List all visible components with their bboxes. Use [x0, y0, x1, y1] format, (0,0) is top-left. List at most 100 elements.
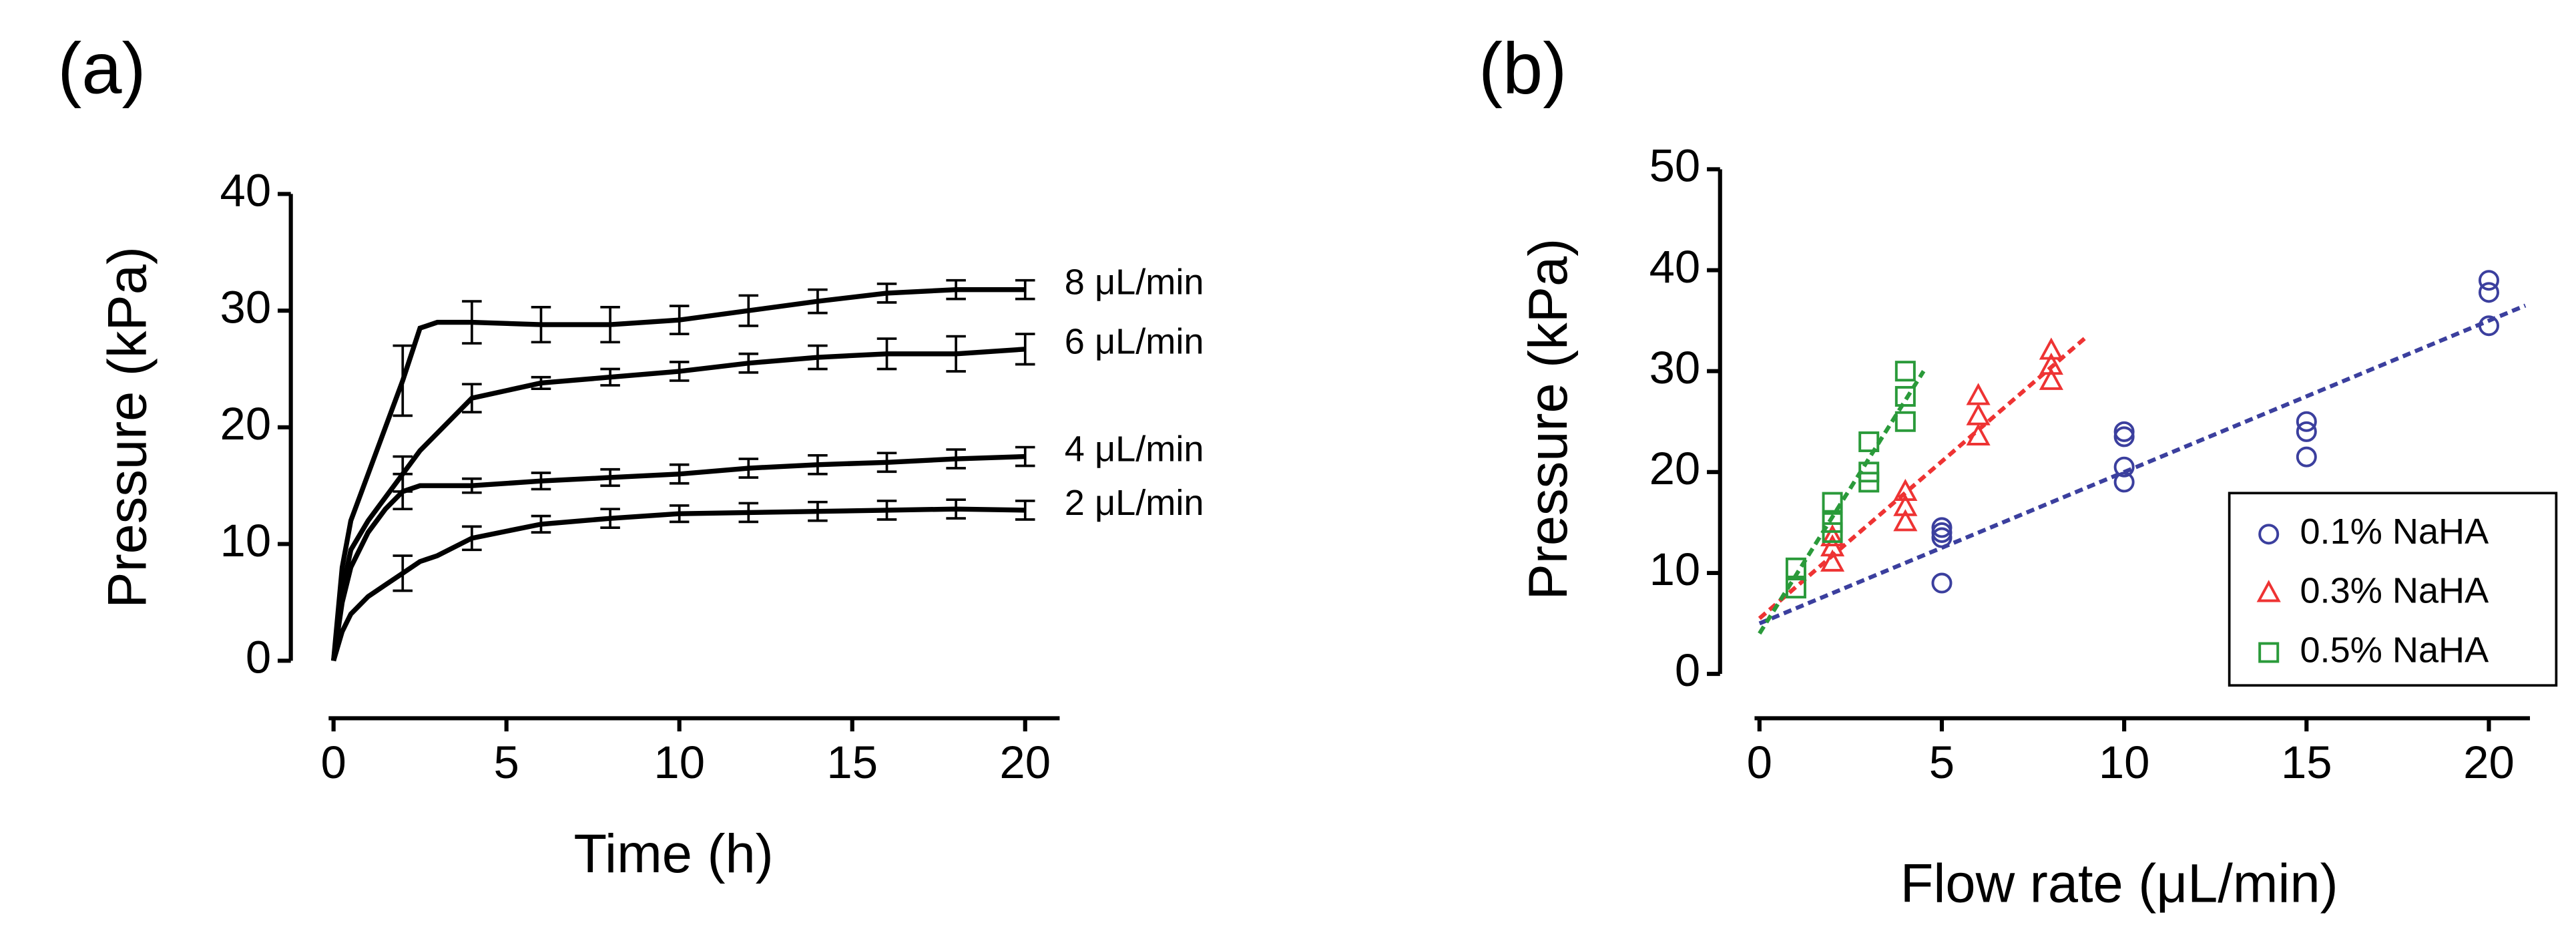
panel-label: (b): [1479, 27, 1567, 108]
y-tick-label: 10: [1649, 544, 1701, 595]
error-bar: [876, 500, 897, 521]
point: [2113, 456, 2135, 478]
point: [1893, 509, 1918, 532]
legend-label: 0.1% NaHA: [2300, 512, 2489, 552]
legend-marker: [2258, 642, 2280, 663]
error-bar: [600, 468, 620, 488]
error-bar: [876, 283, 897, 304]
error-bar: [600, 306, 620, 344]
point: [1966, 383, 1991, 405]
fit-line: [1758, 303, 2527, 626]
error-bar: [462, 383, 482, 413]
point: [2478, 270, 2499, 291]
point: [2478, 315, 2499, 337]
point: [1858, 431, 1880, 452]
error-bar: [876, 337, 897, 371]
y-axis-title: Pressure (kPa): [1518, 238, 1579, 600]
y-tick-label: 50: [1649, 140, 1701, 192]
error-bar: [393, 472, 413, 511]
point: [2039, 353, 2063, 375]
point: [2296, 411, 2317, 432]
x-tick-label: 15: [2281, 737, 2332, 788]
point: [2113, 426, 2135, 447]
series-label: 4 μL/min: [1065, 429, 1204, 469]
error-bar: [1015, 333, 1035, 366]
series-label: 2 μL/min: [1065, 483, 1204, 523]
y-tick-label: 30: [1649, 342, 1701, 393]
series-label: 8 μL/min: [1065, 262, 1204, 303]
error-bar: [1015, 279, 1035, 301]
error-bar: [738, 457, 759, 479]
series-label: 6 μL/min: [1065, 322, 1204, 362]
y-axis-title: Pressure (kPa): [97, 246, 158, 608]
error-bar: [808, 453, 828, 476]
x-tick-label: 20: [2463, 737, 2515, 788]
error-bar: [876, 451, 897, 474]
y-tick-label: 20: [1649, 443, 1701, 494]
x-axis-title: Flow rate (μL/min): [1900, 853, 2338, 914]
error-bar: [600, 367, 620, 387]
y-tick-label: 30: [220, 281, 272, 333]
error-bar: [808, 344, 828, 371]
point: [2296, 421, 2317, 442]
point: [1966, 403, 1991, 425]
point: [1893, 494, 1918, 516]
error-bar: [600, 508, 620, 529]
error-bar: [531, 306, 551, 344]
x-tick-label: 5: [494, 737, 519, 788]
point: [1820, 549, 1845, 572]
point: [1893, 478, 1918, 502]
fit-line: [1758, 334, 2089, 620]
x-tick-label: 20: [999, 737, 1051, 788]
x-tick-label: 15: [826, 737, 878, 788]
point: [1822, 492, 1843, 513]
x-tick-label: 10: [2099, 737, 2150, 788]
error-bar: [531, 375, 551, 391]
x-axis-title: Time (h): [573, 823, 773, 884]
legend-box: [2228, 492, 2558, 687]
error-bar: [669, 305, 690, 335]
legend-marker: [2256, 580, 2281, 602]
point: [1820, 524, 1845, 547]
error-bar: [531, 472, 551, 491]
series-line: [331, 453, 1025, 661]
point: [1858, 472, 1880, 493]
error-bar: [738, 294, 759, 327]
error-bar: [738, 502, 759, 524]
error-bar: [669, 463, 690, 485]
error-bar: [393, 554, 413, 592]
error-bar: [808, 288, 828, 315]
point: [2296, 446, 2317, 468]
x-tick-label: 0: [1747, 737, 1772, 788]
error-bar: [462, 525, 482, 552]
panel-label: (a): [57, 27, 146, 108]
error-bar: [669, 504, 690, 524]
x-tick-label: 0: [320, 737, 346, 788]
y-tick-label: 40: [220, 165, 272, 216]
point: [2039, 367, 2063, 390]
y-tick-label: 0: [1675, 644, 1700, 696]
point: [2113, 472, 2135, 493]
point: [1931, 527, 1953, 548]
error-bar: [393, 344, 413, 417]
error-bar: [808, 500, 828, 522]
point: [1894, 361, 1916, 382]
y-tick-label: 20: [220, 398, 272, 449]
point: [2039, 337, 2063, 360]
legend-marker: [2258, 524, 2280, 545]
x-tick-label: 10: [654, 737, 705, 788]
error-bar: [946, 279, 966, 301]
y-tick-label: 40: [1649, 241, 1701, 293]
error-bar: [946, 335, 966, 373]
legend-label: 0.5% NaHA: [2300, 630, 2489, 670]
error-bar: [946, 498, 966, 520]
point: [1822, 522, 1843, 543]
point: [1931, 572, 1953, 594]
y-tick-label: 10: [220, 515, 272, 566]
point: [1785, 557, 1806, 578]
error-bar: [462, 300, 482, 345]
point: [1785, 578, 1806, 599]
error-bar: [462, 477, 482, 494]
